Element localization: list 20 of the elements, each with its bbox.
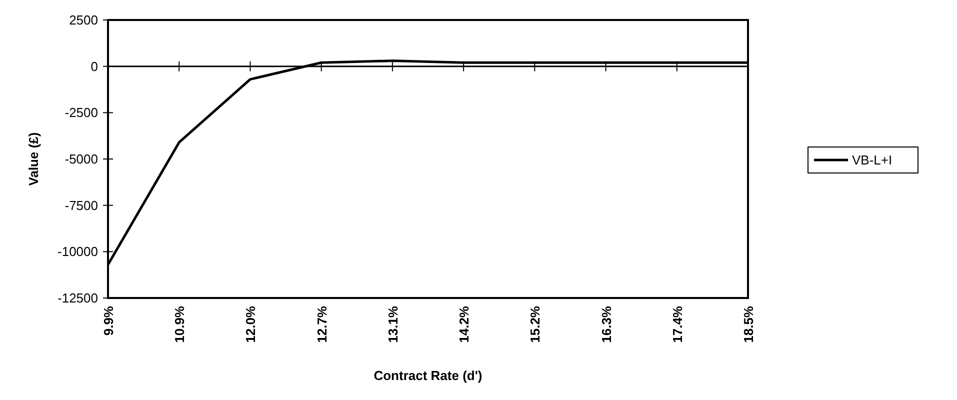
y-tick-label: -12500: [58, 290, 98, 306]
x-tick-label: 12.0%: [243, 306, 258, 343]
x-tick-label: 16.3%: [598, 306, 614, 343]
x-tick-label: 15.2%: [528, 306, 543, 343]
y-tick-label: -10000: [58, 244, 98, 260]
legend-label: VB-L+I: [852, 152, 892, 168]
x-tick-label: 13.1%: [385, 306, 400, 343]
x-tick-label: 14.2%: [456, 306, 472, 343]
y-tick-label: 2500: [69, 12, 98, 28]
x-tick-label: 10.9%: [172, 306, 188, 343]
x-tick-label: 17.4%: [670, 306, 685, 343]
x-axis-title: Contract Rate (d'): [374, 368, 482, 383]
y-axis-title: Value (£): [26, 132, 41, 186]
y-tick-label: -5000: [64, 152, 98, 167]
y-tick-label: -2500: [64, 105, 98, 120]
x-tick-label: 12.7%: [314, 306, 330, 343]
y-tick-label: -7500: [64, 198, 98, 213]
x-tick-label: 9.9%: [101, 306, 116, 336]
x-tick-label: 18.5%: [741, 306, 756, 343]
y-tick-label: 0: [90, 58, 98, 74]
